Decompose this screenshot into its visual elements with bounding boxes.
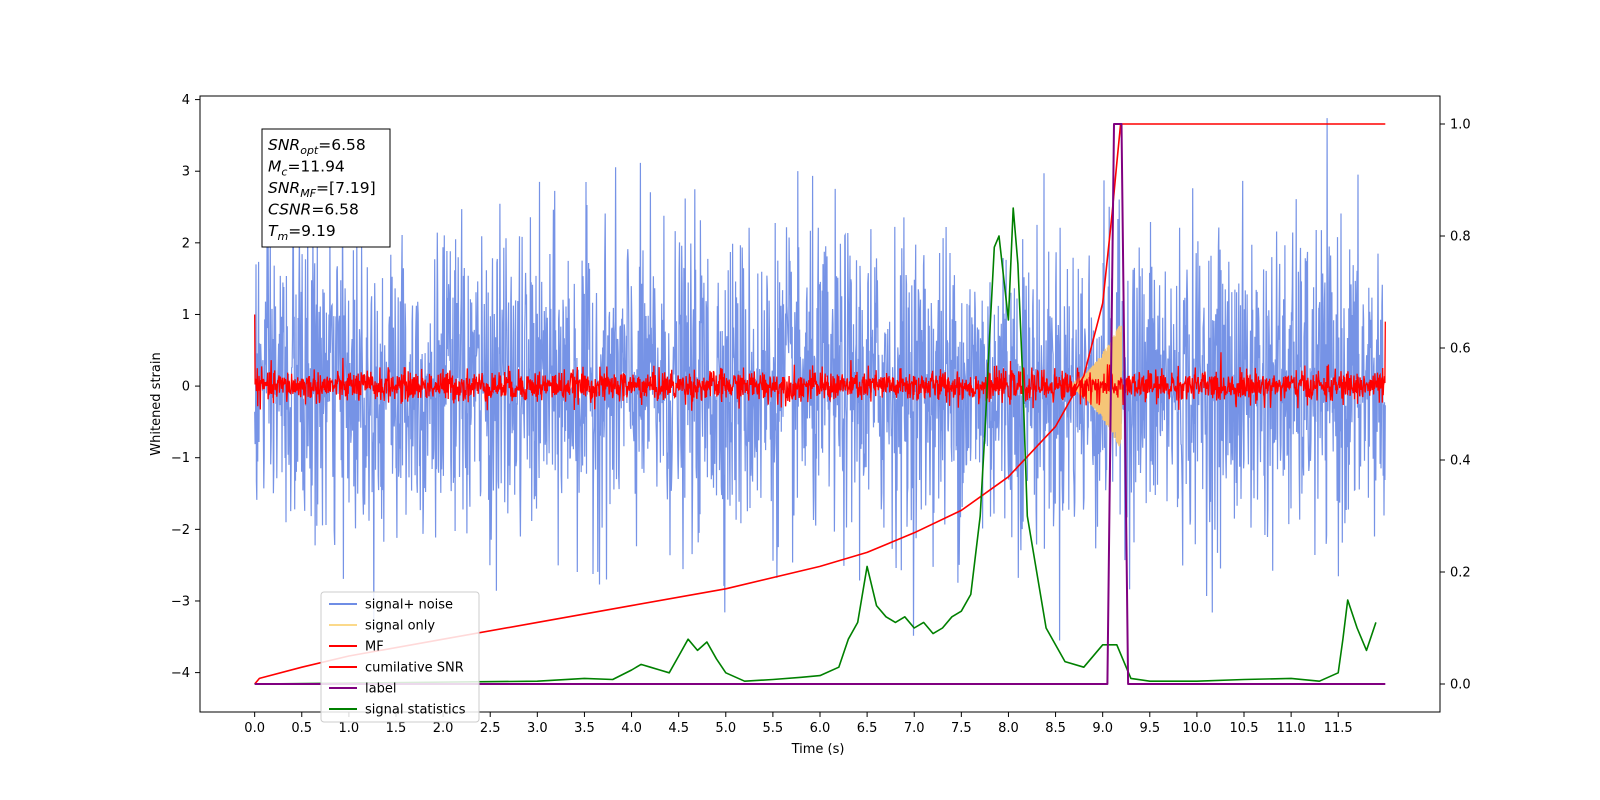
legend-entry[interactable]: signal only: [329, 619, 435, 634]
y-tick-label-left: −2: [171, 523, 190, 538]
legend-label: signal only: [365, 619, 435, 634]
legend-entry[interactable]: cumilative SNR: [329, 661, 464, 676]
legend-entry[interactable]: signal statistics: [329, 703, 466, 718]
x-tick-label: 5.0: [715, 721, 736, 736]
info-box-line: CSNR=6.58: [268, 201, 359, 219]
legend[interactable]: signal+ noise signal only MF cumilative SNR…: [320, 591, 480, 723]
x-tick-label: 2.0: [433, 721, 454, 736]
x-tick-label: 8.5: [1045, 721, 1066, 736]
x-tick-label: 7.0: [904, 721, 925, 736]
x-tick-label: 0.5: [291, 721, 312, 736]
y-tick-label-right: 1.0: [1450, 118, 1471, 133]
x-tick-label: 9.5: [1139, 721, 1160, 736]
legend-label: label: [365, 682, 396, 697]
y-tick-label-left: 1: [182, 308, 190, 323]
y-tick-label-left: −3: [171, 594, 190, 609]
y-tick-label-right: 0.6: [1450, 342, 1471, 357]
x-tick-label: 11.5: [1324, 721, 1353, 736]
y-tick-label-right: 0.4: [1450, 454, 1471, 469]
x-tick-label: 4.5: [668, 721, 689, 736]
x-axis-title: Time (s): [791, 742, 845, 757]
x-tick-label: 6.5: [857, 721, 878, 736]
y-axis-left: 4 3 2 1 0 −1 −2 −3 −4: [171, 93, 200, 681]
series-label: [254, 123, 1386, 685]
x-tick-label: 9.0: [1092, 721, 1113, 736]
y-tick-label-left: 3: [182, 165, 190, 180]
y-tick-label-left: −4: [171, 666, 190, 681]
series-signal-statistics: [254, 207, 1377, 685]
y-tick-label-right: 0.2: [1450, 566, 1471, 581]
x-tick-label: 10.5: [1230, 721, 1259, 736]
x-tick-label: 0.0: [244, 721, 265, 736]
x-tick-label: 6.0: [810, 721, 831, 736]
series-signal-noise: [254, 118, 1386, 641]
x-tick-label: 4.0: [621, 721, 642, 736]
x-tick-label: 11.0: [1277, 721, 1306, 736]
legend-frame: [320, 591, 480, 723]
legend-label: signal statistics: [365, 703, 466, 718]
x-axis: 0.0 0.5 1.0 1.5 2.0 2.5 3.0 3.5 4.0 4.5 5.0 5.5 6.0 6…: [244, 712, 1353, 736]
info-box-frame: [261, 128, 391, 248]
info-box-line: SNRMF=[7.19]: [268, 179, 376, 200]
legend-entry[interactable]: MF: [329, 640, 384, 655]
info-box-line: Tm=9.19: [268, 222, 336, 243]
y-tick-label-left: −1: [171, 451, 190, 466]
legend-entry[interactable]: signal+ noise: [329, 598, 453, 613]
legend-label: cumilative SNR: [365, 661, 464, 676]
y-tick-label-left: 0: [182, 380, 190, 395]
x-tick-label: 3.5: [574, 721, 595, 736]
x-tick-label: 1.0: [339, 721, 360, 736]
x-tick-label: 5.5: [763, 721, 784, 736]
x-tick-label: 7.5: [951, 721, 972, 736]
y-axis-right: 1.0 0.8 0.6 0.4 0.2 0.0: [1440, 118, 1471, 693]
y-tick-label-left: 2: [182, 236, 190, 251]
y-axis-title: Whitened strain: [149, 352, 164, 455]
x-tick-label: 3.0: [527, 721, 548, 736]
series-mf: [254, 314, 1386, 411]
info-box-line: Mc=11.94: [268, 158, 345, 179]
y-tick-label-left: 4: [182, 93, 190, 108]
x-tick-label: 8.0: [998, 721, 1019, 736]
x-tick-label: 10.0: [1182, 721, 1211, 736]
legend-label: MF: [365, 640, 384, 655]
info-box-line: SNRopt=6.58: [268, 136, 366, 157]
x-tick-label: 2.5: [480, 721, 501, 736]
legend-label: signal+ noise: [365, 598, 453, 613]
y-tick-label-right: 0.0: [1450, 678, 1471, 693]
info-box: SNRopt=6.58Mc=11.94SNRMF=[7.19]CSNR=6.58…: [261, 128, 391, 248]
legend-entry[interactable]: label: [329, 682, 396, 697]
x-tick-label: 1.5: [386, 721, 407, 736]
y-tick-label-right: 0.8: [1450, 230, 1471, 245]
